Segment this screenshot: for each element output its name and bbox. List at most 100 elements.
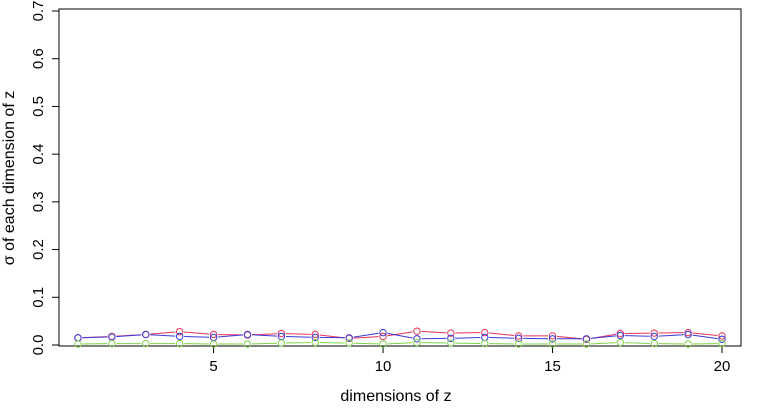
data-point: [142, 330, 150, 339]
series-line-segment: [387, 342, 413, 345]
x-axis-label: dimensions of z: [340, 388, 451, 405]
data-point: [718, 335, 726, 343]
data-point: [209, 340, 218, 348]
data-point: [514, 332, 523, 340]
series-line-segment: [353, 332, 379, 338]
data-point: [243, 330, 252, 339]
series-line-segment: [82, 336, 108, 339]
series-line-segment: [455, 336, 481, 339]
series-line-segment: [353, 342, 379, 345]
series-3: [74, 338, 726, 348]
series-line-segment: [692, 334, 718, 340]
data-point: [175, 327, 184, 336]
data-point: [481, 333, 489, 342]
series-line-segment: [218, 334, 244, 338]
data-point: [379, 328, 387, 337]
y-tick-label: 0.4: [30, 144, 47, 165]
series-line-segment: [116, 334, 142, 338]
series-line-segment: [251, 334, 277, 337]
series-line-segment: [150, 334, 176, 337]
series-line-segment: [387, 331, 413, 337]
series-line-segment: [489, 336, 515, 339]
series-line-segment: [285, 336, 311, 338]
data-point: [413, 335, 421, 343]
data-point: [175, 332, 184, 341]
y-tick-label: 0.0: [30, 335, 47, 356]
data-point: [514, 334, 523, 343]
y-tick-label: 0.1: [30, 287, 47, 308]
data-point: [243, 340, 252, 348]
x-tick-label: 5: [209, 358, 217, 375]
series-line-segment: [150, 331, 176, 335]
data-point: [514, 340, 523, 348]
series-line-segment: [353, 336, 379, 339]
data-point: [74, 340, 82, 348]
data-point: [311, 338, 319, 347]
y-tick-label: 0.2: [30, 239, 47, 260]
data-point: [616, 331, 625, 340]
series-line-segment: [692, 332, 718, 336]
series-line-segment: [184, 336, 210, 338]
series-line-segment: [624, 335, 650, 337]
data-point: [650, 329, 658, 337]
data-point: [718, 339, 726, 348]
data-point: [616, 338, 625, 347]
series-line-segment: [421, 330, 447, 334]
data-point: [447, 334, 455, 343]
data-point: [277, 339, 286, 347]
series-line-segment: [387, 332, 413, 339]
data-point: [481, 328, 489, 337]
data-point: [548, 335, 557, 343]
data-point: [447, 329, 455, 337]
data-point: [345, 334, 353, 342]
data-point: [379, 332, 387, 341]
data-point: [582, 335, 591, 343]
data-point: [108, 339, 116, 348]
series-line-segment: [590, 342, 616, 345]
y-axis: 0.0 0.1 0.2 0.3 0.4 0.5 0.6 0.7: [30, 1, 60, 356]
data-point: [548, 332, 557, 340]
series-layer: [74, 327, 726, 348]
data-point: [447, 339, 455, 347]
data-point: [311, 330, 319, 339]
series-line-segment: [184, 331, 210, 335]
data-point: [175, 339, 184, 348]
y-tick-label: 0.7: [30, 1, 47, 22]
x-tick-label: 20: [714, 358, 731, 375]
data-point: [684, 330, 692, 339]
data-point: [413, 338, 421, 347]
series-line-segment: [624, 342, 650, 344]
data-point: [379, 340, 387, 348]
y-tick-label: 0.5: [30, 96, 47, 117]
y-axis-label: σ of each dimension of z: [1, 91, 18, 265]
series-2: [74, 328, 726, 343]
x-axis: 5 10 15 20: [209, 345, 731, 375]
series-line-segment: [285, 333, 311, 335]
x-tick-label: 15: [544, 358, 561, 375]
data-point: [684, 340, 692, 348]
data-point: [548, 340, 557, 348]
y-tick-label: 0.3: [30, 191, 47, 212]
series-line-segment: [489, 332, 515, 336]
x-tick-label: 10: [375, 358, 392, 375]
data-point: [142, 339, 150, 348]
data-point: [413, 327, 421, 335]
data-point: [277, 329, 286, 338]
data-point: [311, 333, 319, 342]
data-point: [650, 332, 658, 341]
data-point: [74, 334, 82, 342]
data-point: [481, 339, 489, 348]
data-point: [209, 330, 218, 339]
data-point: [616, 329, 625, 338]
series-line-segment: [251, 342, 277, 345]
data-point: [650, 339, 658, 348]
data-point: [345, 339, 353, 347]
data-point: [684, 328, 692, 337]
plot-frame: [58, 8, 742, 347]
series-line-segment: [658, 334, 684, 337]
series-line-segment: [590, 335, 616, 339]
data-point: [718, 332, 726, 340]
data-point: [582, 340, 591, 348]
y-tick-label: 0.6: [30, 48, 47, 69]
